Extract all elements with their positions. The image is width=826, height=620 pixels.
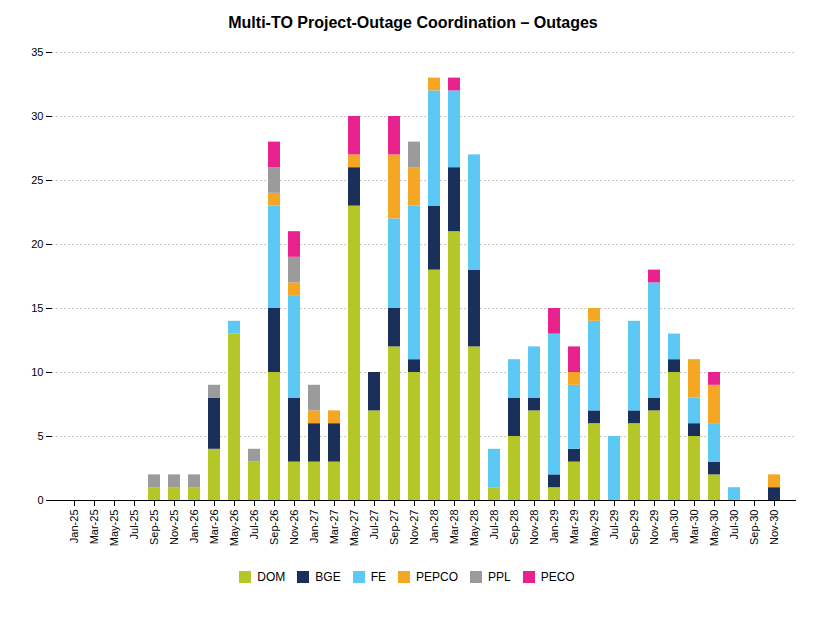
svg-text:0: 0 (37, 494, 43, 506)
html-text:DOM: DOM (257, 569, 286, 584)
svg-text:Jul-25: Jul-25 (128, 510, 140, 540)
svg-text:Jan-28: Jan-28 (428, 510, 440, 544)
svg-text:Jan-29: Jan-29 (548, 510, 560, 544)
svg-text:Nov-27: Nov-27 (408, 510, 420, 545)
svg-text:Nov-30: Nov-30 (768, 510, 780, 545)
svg-text:Mar-29: Mar-29 (568, 510, 580, 545)
html-text:PECO: PECO (540, 569, 575, 584)
svg-text:May-30: May-30 (708, 510, 720, 547)
html-text:Multi-TO Project-Outage Coordi: Multi-TO Project-Outage Coordination – O… (228, 14, 598, 31)
svg-text:May-29: May-29 (588, 510, 600, 547)
svg-text:Nov-25: Nov-25 (168, 510, 180, 545)
svg-text:25: 25 (31, 174, 43, 186)
svg-text:15: 15 (31, 302, 43, 314)
svg-text:Sep-26: Sep-26 (268, 510, 280, 545)
svg-text:Jul-27: Jul-27 (368, 510, 380, 540)
svg-text:Jul-30: Jul-30 (728, 510, 740, 540)
svg-text:Jan-25: Jan-25 (68, 510, 80, 544)
svg-text:5: 5 (37, 430, 43, 442)
svg-text:10: 10 (31, 366, 43, 378)
html-text:PPL: PPL (488, 569, 511, 584)
svg-text:Mar-27: Mar-27 (328, 510, 340, 545)
svg-text:May-28: May-28 (468, 510, 480, 547)
svg-text:Jul-28: Jul-28 (488, 510, 500, 540)
svg-text:Jul-26: Jul-26 (248, 510, 260, 540)
svg-text:May-25: May-25 (108, 510, 120, 547)
svg-text:Mar-26: Mar-26 (208, 510, 220, 545)
svg-text:Jan-26: Jan-26 (188, 510, 200, 544)
svg-text:May-26: May-26 (228, 510, 240, 547)
svg-text:Sep-28: Sep-28 (508, 510, 520, 545)
svg-text:Sep-30: Sep-30 (748, 510, 760, 545)
svg-text:May-27: May-27 (348, 510, 360, 547)
svg-text:Nov-29: Nov-29 (648, 510, 660, 545)
svg-text:Jan-30: Jan-30 (668, 510, 680, 544)
svg-text:Mar-28: Mar-28 (448, 510, 460, 545)
svg-text:Nov-28: Nov-28 (528, 510, 540, 545)
svg-text:Sep-29: Sep-29 (628, 510, 640, 545)
svg-text:Mar-30: Mar-30 (688, 510, 700, 545)
svg-text:35: 35 (31, 46, 43, 58)
svg-text:Sep-25: Sep-25 (148, 510, 160, 545)
svg-text:30: 30 (31, 110, 43, 122)
svg-text:Jan-27: Jan-27 (308, 510, 320, 544)
html-text:FE: FE (370, 569, 386, 584)
html-text:PEPCO: PEPCO (416, 569, 458, 584)
html-text:BGE: BGE (315, 569, 341, 584)
svg-text:Jul-29: Jul-29 (608, 510, 620, 540)
svg-text:Nov-26: Nov-26 (288, 510, 300, 545)
svg-text:20: 20 (31, 238, 43, 250)
svg-text:Mar-25: Mar-25 (88, 510, 100, 545)
svg-text:Sep-27: Sep-27 (388, 510, 400, 545)
